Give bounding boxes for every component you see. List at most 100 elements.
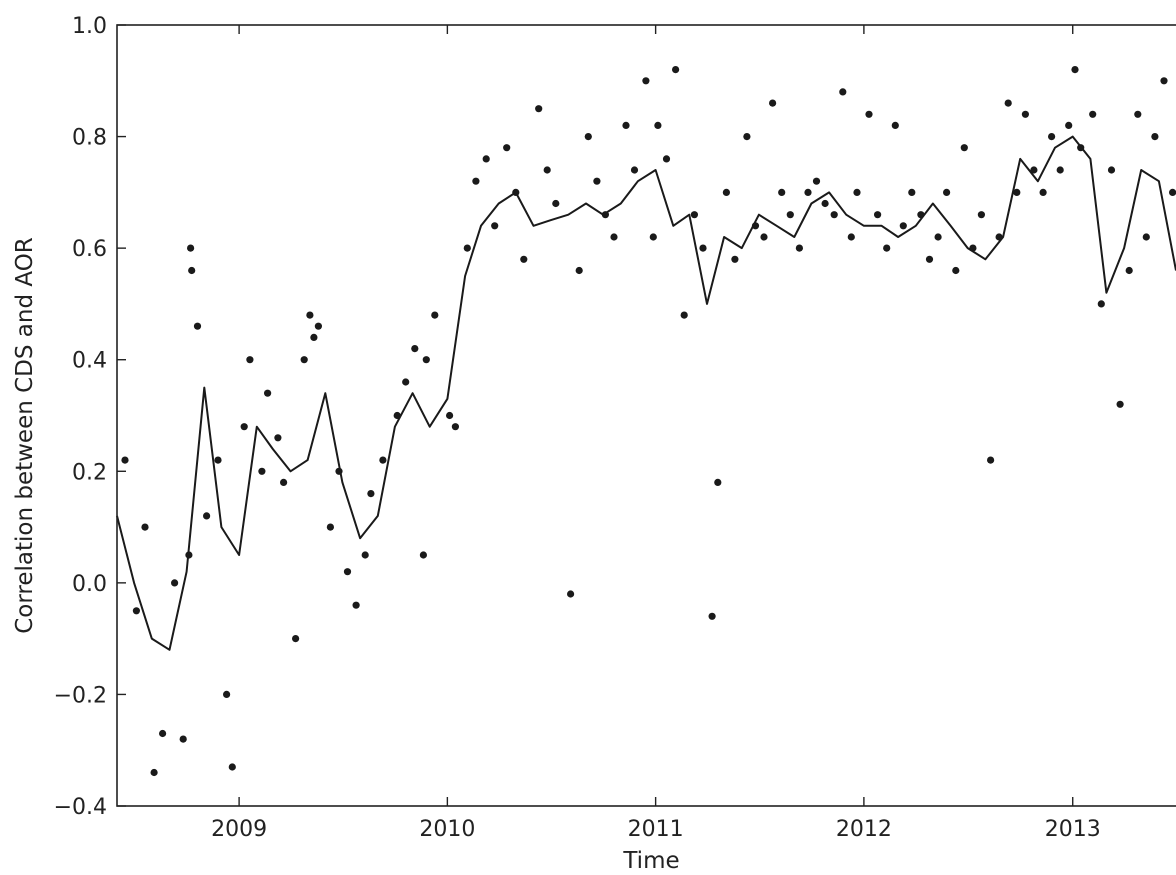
data-point (141, 523, 149, 531)
data-point (1142, 233, 1150, 241)
data-point (188, 266, 196, 275)
data-point (214, 456, 222, 464)
data-point (179, 735, 187, 743)
data-point (223, 690, 231, 699)
y-tick-label: −0.4 (54, 795, 107, 820)
data-point (393, 411, 401, 420)
data-point (751, 222, 760, 230)
data-point (1151, 133, 1159, 141)
data-point (535, 105, 543, 113)
data-point (714, 478, 722, 486)
data-point (690, 211, 699, 219)
data-point (451, 423, 459, 431)
data-point (830, 211, 838, 219)
data-point (543, 166, 551, 174)
data-point (228, 763, 236, 771)
data-point (1089, 110, 1097, 118)
data-point (821, 199, 829, 208)
data-point (552, 199, 560, 208)
data-point (292, 635, 300, 643)
data-point (630, 166, 639, 174)
data-point (977, 211, 986, 219)
x-tick-label: 2010 (419, 817, 475, 842)
data-point (512, 188, 520, 196)
data-point (778, 188, 786, 196)
data-point (1116, 400, 1124, 408)
data-point (995, 233, 1003, 241)
y-tick-label: 1.0 (72, 14, 107, 39)
data-point (1160, 77, 1168, 85)
data-point (642, 77, 650, 85)
data-point (1021, 110, 1029, 118)
data-point (422, 356, 430, 364)
data-point (491, 222, 499, 230)
data-point (908, 188, 916, 196)
data-point (795, 244, 804, 252)
x-tick-label: 2012 (836, 817, 892, 842)
data-point (1134, 110, 1142, 118)
data-point (786, 211, 794, 219)
data-point (899, 222, 907, 230)
data-point (240, 423, 248, 431)
data-point (593, 177, 601, 185)
data-point (804, 188, 812, 196)
data-point (680, 311, 688, 319)
data-point (472, 177, 480, 185)
data-point (520, 255, 528, 263)
data-point (610, 233, 618, 241)
plot-marks (116, 66, 1176, 777)
data-point (654, 121, 662, 129)
data-point (812, 177, 821, 185)
y-axis-title: Correlation between CDS and AOR (12, 237, 38, 634)
data-point (264, 389, 272, 397)
data-point (731, 255, 739, 263)
data-point (722, 188, 731, 196)
data-point (969, 244, 977, 252)
data-point (575, 266, 583, 275)
data-point (379, 456, 387, 464)
data-point (361, 551, 369, 559)
plot-frame (116, 24, 1176, 807)
data-point (883, 244, 891, 252)
data-point (708, 612, 716, 620)
data-point (446, 411, 454, 420)
data-point (314, 322, 322, 330)
data-point (193, 322, 202, 330)
data-point (431, 311, 439, 319)
data-point (960, 144, 968, 152)
y-tick-label: 0.4 (72, 349, 107, 374)
y-tick-label: 0.8 (72, 126, 107, 151)
data-point (943, 188, 951, 196)
data-point (187, 244, 195, 252)
data-point (203, 512, 211, 520)
x-tick-label: 2009 (211, 817, 267, 842)
data-point (925, 255, 934, 263)
series-line-0 (116, 135, 1176, 651)
x-axis-title: Time (622, 848, 679, 874)
x-tick-label: 2013 (1045, 817, 1101, 842)
data-point (584, 133, 592, 141)
data-point (300, 356, 308, 364)
data-point (1065, 121, 1073, 129)
y-tick-label: −0.2 (54, 683, 107, 708)
data-point (121, 456, 129, 464)
data-point (326, 523, 334, 531)
data-point (874, 211, 882, 219)
data-point (482, 155, 490, 163)
data-point (622, 121, 630, 129)
y-tick-label: 0.0 (72, 572, 107, 597)
data-point (1004, 99, 1012, 107)
data-point (839, 88, 847, 96)
data-point (274, 434, 282, 442)
data-point (934, 233, 942, 241)
data-point (1169, 188, 1176, 196)
data-point (769, 99, 777, 107)
data-point (891, 121, 899, 129)
tick-labels: −0.4 −0.2 0.0 0.2 0.4 0.6 0.8 1.0 2009 2010 2011 20… (54, 14, 1101, 842)
data-point (865, 110, 873, 118)
data-point (1056, 166, 1064, 174)
data-point (760, 233, 768, 241)
y-tick-label: 0.6 (72, 237, 107, 262)
data-point (917, 211, 925, 219)
data-point (306, 311, 314, 319)
